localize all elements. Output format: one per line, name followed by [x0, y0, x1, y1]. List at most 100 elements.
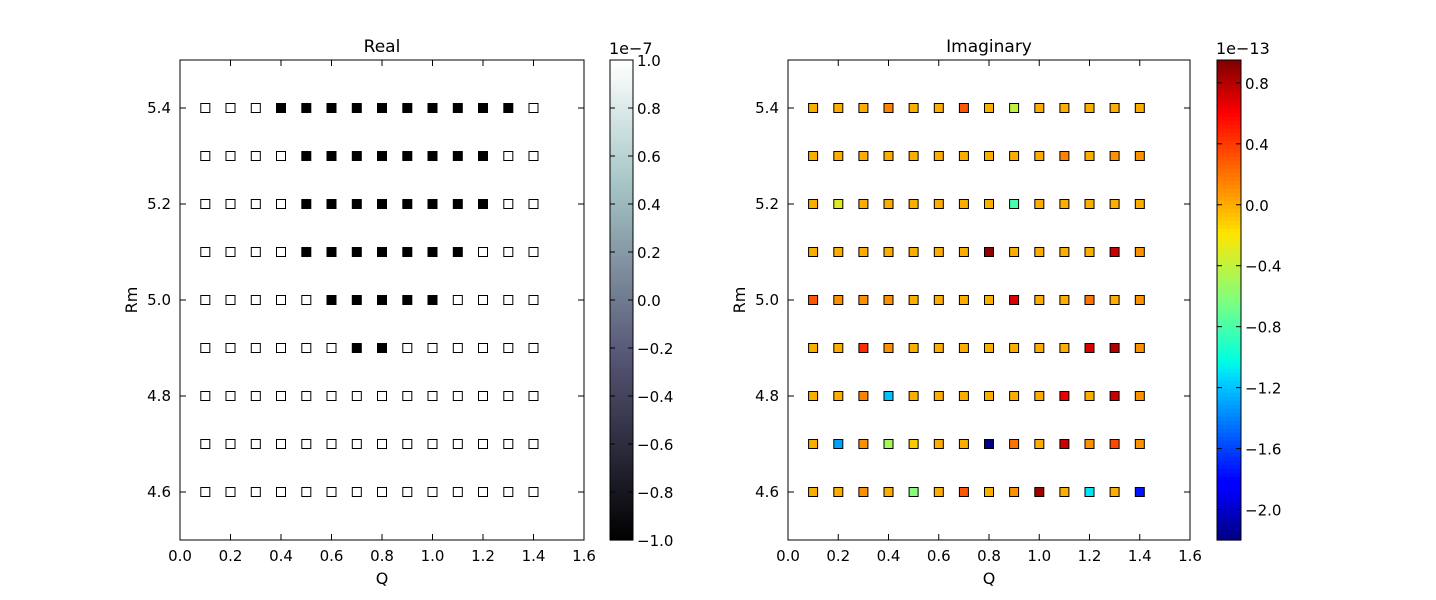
- colorbar-tick-label: −2.0: [1245, 502, 1281, 520]
- x-tick-label: 0.4: [877, 547, 901, 565]
- imaginary-marker: [858, 199, 869, 209]
- real-colorbar-band: [610, 484, 633, 489]
- real-colorbar-band: [610, 504, 633, 509]
- real-marker: [452, 151, 463, 161]
- real-colorbar-band: [610, 400, 633, 405]
- real-marker: [351, 343, 362, 353]
- real-colorbar-band: [610, 220, 633, 225]
- imaginary-marker: [883, 199, 894, 209]
- imaginary-marker: [1109, 247, 1120, 257]
- imaginary-colorbar-band: [1217, 296, 1241, 301]
- real-marker: [528, 103, 539, 113]
- real-colorbar-band: [610, 528, 633, 533]
- imaginary-colorbar-band: [1217, 180, 1241, 185]
- imaginary-marker: [908, 343, 919, 353]
- imaginary-marker: [1034, 391, 1045, 401]
- real-colorbar-band: [610, 96, 633, 101]
- real-colorbar-band: [610, 160, 633, 165]
- imaginary-colorbar-band: [1217, 440, 1241, 445]
- imaginary-marker: [808, 151, 819, 161]
- colorbar-tick-label: 0.0: [1245, 197, 1269, 215]
- imaginary-colorbar-band: [1217, 420, 1241, 425]
- imaginary-marker: [858, 487, 869, 497]
- imaginary-marker: [1034, 439, 1045, 449]
- real-marker: [301, 343, 312, 353]
- real-marker: [478, 295, 488, 305]
- colorbar-tick-label: −0.2: [637, 340, 673, 358]
- x-tick-label: 1.4: [1128, 547, 1152, 565]
- imaginary-colorbar-band: [1217, 468, 1241, 473]
- real-marker: [250, 391, 261, 401]
- imaginary-colorbar-band: [1217, 172, 1241, 177]
- real-marker: [250, 439, 261, 449]
- real-marker: [200, 487, 211, 497]
- imaginary-marker: [933, 295, 944, 305]
- imaginary-colorbar-band: [1217, 416, 1241, 421]
- real-marker: [427, 151, 438, 161]
- real-marker: [250, 343, 261, 353]
- real-marker: [301, 103, 312, 113]
- real-colorbar-band: [610, 200, 633, 205]
- imaginary-marker: [1009, 295, 1020, 305]
- y-tick-label: 5.2: [755, 195, 779, 213]
- imaginary-colorbar-band: [1217, 68, 1241, 73]
- imaginary-colorbar-band: [1217, 112, 1241, 117]
- real-marker: [402, 391, 413, 401]
- real-colorbar-band: [610, 240, 633, 245]
- imaginary-colorbar-band: [1217, 532, 1241, 537]
- imaginary-colorbar-band: [1217, 72, 1241, 77]
- real-marker: [200, 343, 211, 353]
- x-tick-label: 0.6: [927, 547, 951, 565]
- real-colorbar-band: [610, 68, 633, 73]
- imaginary-marker: [808, 103, 819, 113]
- imaginary-marker: [858, 247, 869, 257]
- real-marker: [478, 199, 488, 209]
- imaginary-marker: [833, 343, 844, 353]
- imaginary-marker: [933, 343, 944, 353]
- real-marker: [452, 199, 463, 209]
- colorbar-tick-label: −0.6: [637, 436, 673, 454]
- real-colorbar-band: [610, 192, 633, 197]
- imaginary-colorbar-band: [1217, 184, 1241, 189]
- imaginary-colorbar-band: [1217, 368, 1241, 373]
- imaginary-colorbar-band: [1217, 116, 1241, 121]
- imaginary-colorbar-band: [1217, 164, 1241, 169]
- imaginary-marker: [908, 247, 919, 257]
- imaginary-colorbar-band: [1217, 412, 1241, 417]
- real-colorbar-band: [610, 216, 633, 221]
- real-marker: [276, 391, 286, 401]
- real-marker: [225, 343, 236, 353]
- x-tick-label: 0.0: [776, 547, 800, 565]
- imaginary-colorbar-exponent: 1e−13: [1216, 39, 1270, 58]
- imaginary-colorbar-band: [1217, 508, 1241, 513]
- real-colorbar-band: [610, 152, 633, 157]
- imaginary-marker: [958, 199, 969, 209]
- real-colorbar-band: [610, 80, 633, 85]
- x-tick-label: 1.0: [1027, 547, 1051, 565]
- real-colorbar-band: [610, 428, 633, 433]
- imaginary-colorbar-band: [1217, 344, 1241, 349]
- real-colorbar-band: [610, 468, 633, 473]
- imaginary-marker: [1109, 199, 1120, 209]
- real-colorbar-band: [610, 472, 633, 477]
- imaginary-colorbar-band: [1217, 524, 1241, 529]
- imaginary-marker: [858, 391, 869, 401]
- real-marker: [528, 151, 539, 161]
- real-colorbar-band: [610, 84, 633, 89]
- colorbar-tick-label: 0.6: [637, 148, 661, 166]
- real-colorbar-band: [610, 336, 633, 341]
- real-colorbar-band: [610, 128, 633, 133]
- real-colorbar-band: [610, 416, 633, 421]
- imaginary-colorbar-band: [1217, 132, 1241, 137]
- real-marker: [250, 151, 261, 161]
- imaginary-marker: [1034, 343, 1045, 353]
- real-marker: [200, 103, 211, 113]
- real-colorbar-band: [610, 500, 633, 505]
- imaginary-colorbar-band: [1217, 436, 1241, 441]
- real-colorbar-band: [610, 180, 633, 185]
- imaginary-colorbar-band: [1217, 480, 1241, 485]
- real-colorbar-band: [610, 136, 633, 141]
- real-marker: [503, 295, 514, 305]
- real-colorbar-band: [610, 92, 633, 97]
- real-colorbar-band: [610, 516, 633, 521]
